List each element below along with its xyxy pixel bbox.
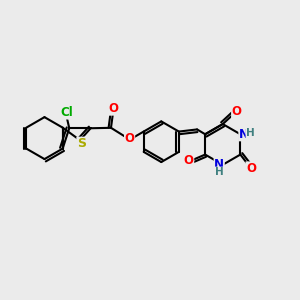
Text: N: N [214,158,224,171]
Text: H: H [215,167,224,177]
Text: O: O [124,132,135,145]
Text: O: O [184,154,194,167]
Text: Cl: Cl [60,106,73,119]
Text: O: O [109,102,118,115]
Text: H: H [246,128,255,138]
Text: O: O [246,162,256,175]
Text: O: O [232,105,242,118]
Text: S: S [77,137,86,150]
Text: N: N [239,128,249,141]
